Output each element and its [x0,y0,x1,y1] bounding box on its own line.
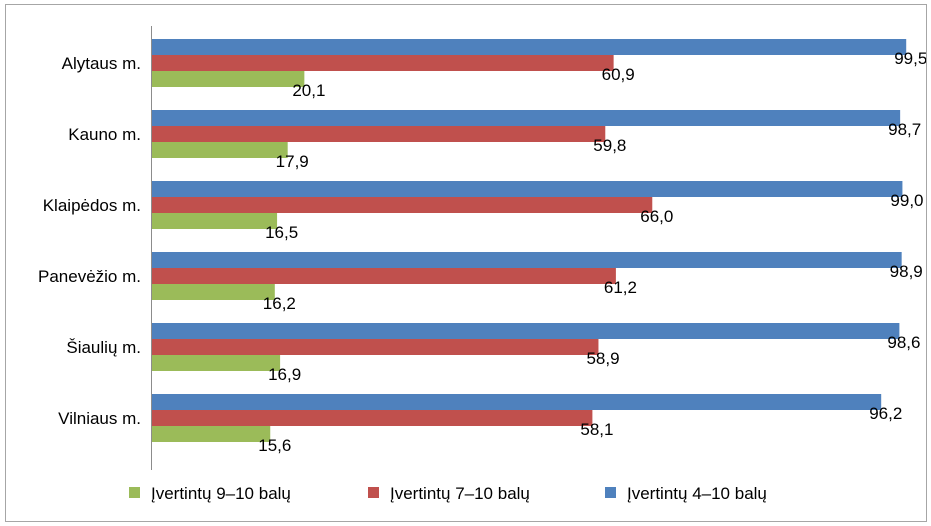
bar [152,71,305,87]
legend-entry: Įvertintų 7–10 balų [390,484,530,503]
bar [152,410,593,426]
legend: Įvertintų 9–10 balų Įvertintų 7–10 balų Įv… [129,484,767,503]
bar [152,284,275,300]
bar [152,252,902,268]
bar [152,110,901,126]
bar [152,126,606,142]
bar-chart: Alytaus m. 99,5 60,9 20,1 Kauno m. 98,7 59,8 17… [38,26,926,503]
bar [152,181,903,197]
legend-swatch [368,487,379,498]
data-label: 16,2 [263,294,296,313]
data-label: 98,9 [890,262,923,281]
bar [152,426,271,442]
bar [152,268,616,284]
data-label: 59,8 [593,136,626,155]
data-label: 16,9 [268,365,301,384]
legend-entry: Įvertintų 9–10 balų [151,484,291,503]
chart-frame: Alytaus m. 99,5 60,9 20,1 Kauno m. 98,7 59,8 17… [5,4,927,522]
bar [152,394,882,410]
category-label: Šiaulių m. [66,338,141,357]
data-label: 66,0 [640,207,673,226]
data-label: 61,2 [604,278,637,297]
data-label: 98,6 [887,333,920,352]
category-label: Vilniaus m. [58,409,141,428]
category-label: Klaipėdos m. [43,196,141,215]
data-label: 99,0 [890,191,923,210]
category-label: Panevėžio m. [38,267,141,286]
category-label: Kauno m. [68,125,141,144]
data-label: 58,9 [586,349,619,368]
legend-swatch [605,487,616,498]
legend-swatch [129,487,140,498]
bar [152,213,278,229]
data-label: 60,9 [602,65,635,84]
data-label: 99,5 [894,49,926,68]
bar [152,55,614,71]
data-label: 17,9 [276,152,309,171]
bar [152,142,288,158]
data-label: 16,5 [265,223,298,242]
data-label: 20,1 [292,81,325,100]
bar [152,39,907,55]
data-label: 58,1 [580,420,613,439]
data-label: 15,6 [258,436,291,455]
category-label: Alytaus m. [62,54,141,73]
bar [152,323,900,339]
data-label: 96,2 [869,404,902,423]
labels-layer: Alytaus m. 99,5 60,9 20,1 Kauno m. 98,7 59,8 17… [38,49,926,455]
bars-layer [152,39,907,442]
bar [152,197,653,213]
bar [152,355,281,371]
legend-entry: Įvertintų 4–10 balų [627,484,767,503]
bar [152,339,599,355]
data-label: 98,7 [888,120,921,139]
